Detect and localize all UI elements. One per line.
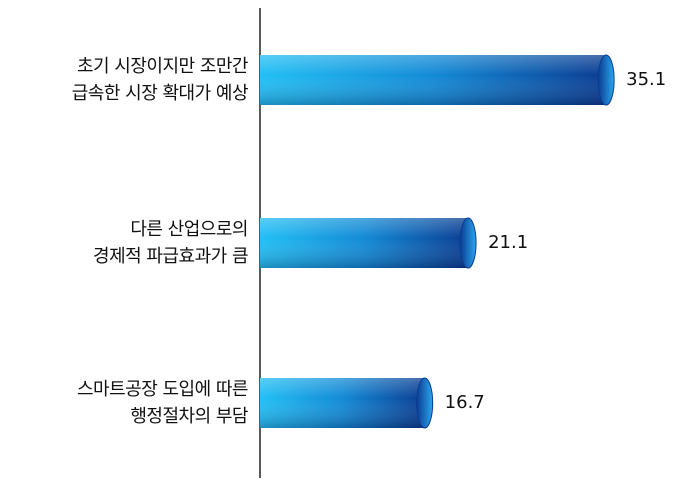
bar-shade [260,378,425,428]
category-label: 다른 산업으로의 경제적 파급효과가 큼 [93,219,248,267]
category-label: 초기 시장이지만 조만간 급속한 시장 확대가 예상 [71,56,249,104]
category-label: 스마트공장 도입에 따른 행정절차의 부담 [76,379,249,427]
value-label: 16.7 [445,392,485,413]
bar-cap [597,54,615,106]
value-label: 35.1 [626,69,666,90]
bar-shade [260,218,469,268]
bar-shade [260,55,607,105]
value-label: 21.1 [488,232,528,253]
bar-cap [416,377,434,429]
bar-cap [459,217,477,269]
